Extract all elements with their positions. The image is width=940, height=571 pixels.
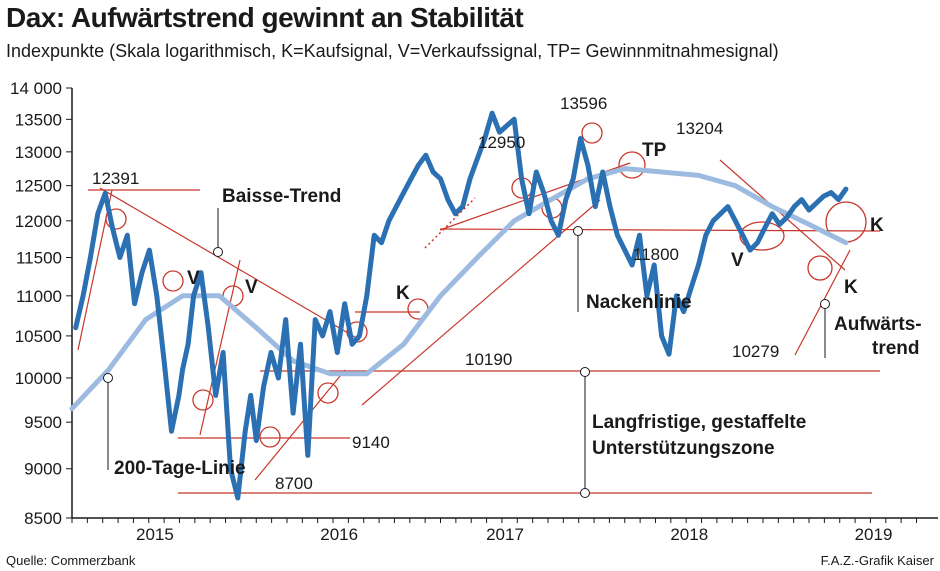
label-200-tage: 200-Tage-Linie (114, 458, 246, 479)
leader-dot (580, 488, 590, 498)
y-tick-label: 11500 (16, 249, 62, 268)
label-support-2: Unterstützungszone (592, 438, 775, 459)
label-v-2: V (245, 277, 258, 298)
label-12950: 12950 (478, 133, 525, 152)
y-tick-label: 13000 (15, 143, 62, 162)
signal-circle (259, 426, 281, 448)
leader-dot (573, 226, 583, 236)
y-tick-label: 11000 (16, 287, 62, 306)
y-tick-label: 10500 (15, 327, 62, 346)
label-12391: 12391 (92, 169, 139, 188)
label-baisse-trend: Baisse-Trend (222, 186, 341, 207)
leader-dot (213, 247, 223, 257)
leader-dot (820, 299, 830, 309)
x-axis-ticks: 2015 2016 2017 2018 2019 (71, 518, 918, 544)
y-axis-ticks: 8500 9000 9500 10000 10500 11000 11500 12000 125… (10, 79, 72, 528)
y-tick-label: 13500 (15, 110, 62, 129)
label-10190: 10190 (465, 350, 512, 369)
signal-circle (317, 382, 339, 404)
label-support-1: Langfristige, gestaffelte (592, 412, 806, 433)
label-13204: 13204 (676, 119, 723, 138)
signal-circle (739, 221, 785, 251)
label-k-3: K (844, 277, 858, 298)
ma-200-line (69, 166, 849, 412)
y-tick-label: 12500 (15, 177, 62, 196)
neckline (439, 228, 881, 232)
source-note: Quelle: Commerzbank (6, 553, 136, 568)
label-tp: TP (642, 140, 667, 161)
chart-title: Dax: Aufwärtstrend gewinnt an Stabilität (6, 2, 524, 33)
leader-dot (580, 367, 590, 377)
y-tick-label: 9000 (24, 460, 62, 479)
label-v-3: V (731, 250, 744, 271)
label-v-1: V (187, 268, 200, 289)
y-tick-label: 9500 (24, 413, 62, 432)
callout-leaders (103, 208, 830, 498)
signal-circle (581, 122, 603, 144)
signal-circles (105, 122, 867, 448)
x-tick-label: 2016 (320, 525, 358, 544)
leader-dot (103, 373, 113, 383)
trend-2015-b (199, 259, 241, 436)
label-k-1: K (396, 283, 410, 304)
label-8700: 8700 (275, 474, 313, 493)
y-tick-label: 10000 (15, 369, 62, 388)
y-tick-label: 8500 (24, 509, 62, 528)
signal-circle (618, 151, 646, 179)
trend-2015-c (254, 369, 346, 481)
label-13596: 13596 (560, 94, 607, 113)
annotations: 12391 Baisse-Trend V V 200-Tage-Linie 87… (92, 94, 922, 493)
credit-note: F.A.Z.-Grafik Kaiser (820, 553, 934, 568)
signal-circle (192, 389, 214, 411)
label-nackenlinie: Nackenlinie (586, 292, 692, 313)
dotted-trend (424, 197, 476, 249)
signal-circle (807, 255, 833, 281)
label-k-2: K (870, 215, 884, 236)
signal-circle (105, 208, 127, 230)
x-tick-label: 2018 (670, 525, 708, 544)
label-aufwaerts-2: trend (872, 338, 920, 359)
chart-subtitle: Indexpunkte (Skala logarithmisch, K=Kauf… (6, 41, 779, 61)
x-tick-label: 2019 (855, 525, 893, 544)
baisse-trend-line (99, 187, 361, 341)
label-10279: 10279 (732, 342, 779, 361)
x-tick-label: 2015 (136, 525, 174, 544)
trend-2018-line (719, 159, 846, 271)
signal-circle (162, 270, 184, 292)
label-aufwaerts-1: Aufwärts- (834, 314, 922, 335)
y-tick-label: 12000 (15, 212, 62, 231)
label-9140: 9140 (352, 433, 390, 452)
y-tick-label: 14 000 (10, 79, 62, 98)
x-tick-label: 2017 (486, 525, 524, 544)
label-11800: 11800 (633, 245, 679, 264)
dax-index-line (73, 110, 849, 501)
